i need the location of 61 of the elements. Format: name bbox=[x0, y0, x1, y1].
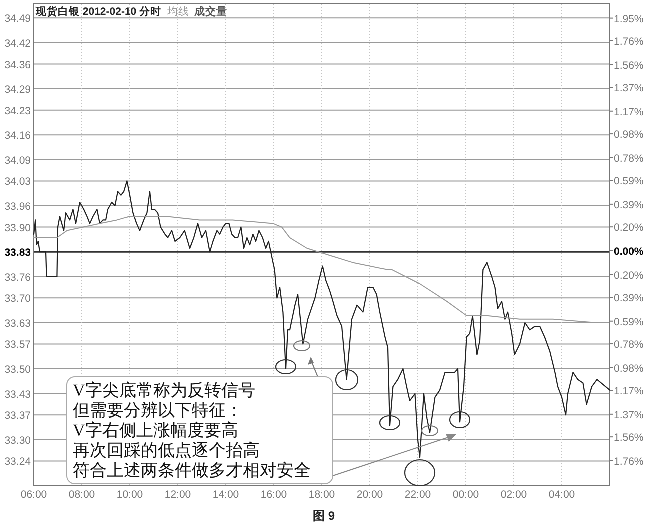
annotation: V字尖底常称为反转信号 bbox=[73, 381, 256, 400]
y-tick-label: 33.24 bbox=[4, 456, 32, 468]
y-tick-label: 33.90 bbox=[4, 222, 32, 234]
y-tick-label: 34.49 bbox=[4, 13, 32, 26]
y2-tick-label: 1.56% bbox=[614, 60, 644, 72]
y-tick-label: 34.03 bbox=[4, 176, 32, 188]
caption: 图 9 bbox=[312, 509, 336, 523]
x-tick-label: 04:00 bbox=[548, 489, 576, 501]
x-tick-label: 16:00 bbox=[260, 489, 288, 501]
y2-tick-label: 0.39% bbox=[614, 199, 644, 212]
chart-title: 现货白银 2012-02-10 分时 bbox=[35, 5, 162, 18]
y-tick-label: 34.36 bbox=[4, 59, 32, 72]
y2-tick-label: 0.20% bbox=[614, 222, 644, 234]
text: 均线 bbox=[166, 5, 190, 18]
y-tick-label: 33.70 bbox=[4, 293, 32, 306]
x-tick-label: 00:00 bbox=[452, 489, 480, 501]
y2-tick-label: 1.17% bbox=[614, 106, 644, 118]
y2-tick-label: 0.00% bbox=[614, 246, 644, 258]
x-tick-label: 22:00 bbox=[404, 489, 432, 501]
y-tick-label: 33.57 bbox=[4, 339, 32, 352]
y-tick-label: 34.42 bbox=[4, 38, 32, 50]
x-tick-label: 20:00 bbox=[356, 489, 384, 501]
y2-tick-label: 0.20% bbox=[614, 270, 644, 282]
x-tick-label: 10:00 bbox=[116, 489, 144, 501]
y-tick-label: 33.37 bbox=[4, 410, 32, 422]
y-tick-label: 34.29 bbox=[4, 84, 32, 96]
y-tick-label: 34.09 bbox=[4, 154, 32, 167]
y2-tick-label: 0.59% bbox=[614, 316, 644, 328]
y2-tick-label: 1.95% bbox=[614, 13, 644, 26]
y2-tick-label: 0.78% bbox=[614, 339, 644, 352]
y-tick-label: 33.63 bbox=[4, 318, 32, 330]
y2-tick-label: 0.39% bbox=[614, 292, 644, 304]
annotation: 符合上述两条件做多才相对安全 bbox=[73, 461, 311, 480]
y-tick-label: 33.83 bbox=[4, 247, 32, 260]
y2-tick-label: 1.37% bbox=[614, 82, 644, 95]
y2-tick-label: 1.37% bbox=[614, 409, 644, 422]
y-tick-label: 34.23 bbox=[4, 105, 32, 118]
y2-tick-label: 0.98% bbox=[614, 129, 644, 142]
annotation: V字右侧上涨幅度要高 bbox=[73, 421, 238, 440]
x-tick-label: 12:00 bbox=[164, 489, 192, 501]
y-tick-label: 33.76 bbox=[4, 272, 32, 284]
y2-tick-label: 1.76% bbox=[614, 36, 644, 48]
y-tick-label: 33.96 bbox=[4, 201, 32, 214]
y2-tick-label: 0.98% bbox=[614, 362, 644, 375]
y-tick-label: 34.16 bbox=[4, 130, 32, 142]
y2-tick-label: 1.56% bbox=[614, 432, 644, 444]
x-tick-label: 06:00 bbox=[20, 489, 48, 501]
annotation: 再次回踩的低点逐个抬高 bbox=[73, 441, 260, 460]
y2-tick-label: 0.78% bbox=[614, 152, 644, 165]
x-tick-label: 18:00 bbox=[308, 489, 336, 501]
x-tick-label: 14:00 bbox=[212, 489, 240, 501]
y-tick-label: 33.43 bbox=[4, 388, 32, 401]
x-tick-label: 08:00 bbox=[68, 489, 96, 501]
y-tick-label: 33.50 bbox=[4, 364, 32, 376]
y2-tick-label: 1.76% bbox=[614, 456, 644, 468]
x-tick-label: 02:00 bbox=[500, 489, 528, 501]
y-tick-label: 33.30 bbox=[4, 434, 32, 447]
y2-tick-label: 1.17% bbox=[614, 386, 644, 398]
annotation: 成交量 bbox=[194, 5, 228, 18]
annotation: 但需要分辨以下特征： bbox=[73, 401, 243, 420]
y2-tick-label: 0.59% bbox=[614, 176, 644, 188]
